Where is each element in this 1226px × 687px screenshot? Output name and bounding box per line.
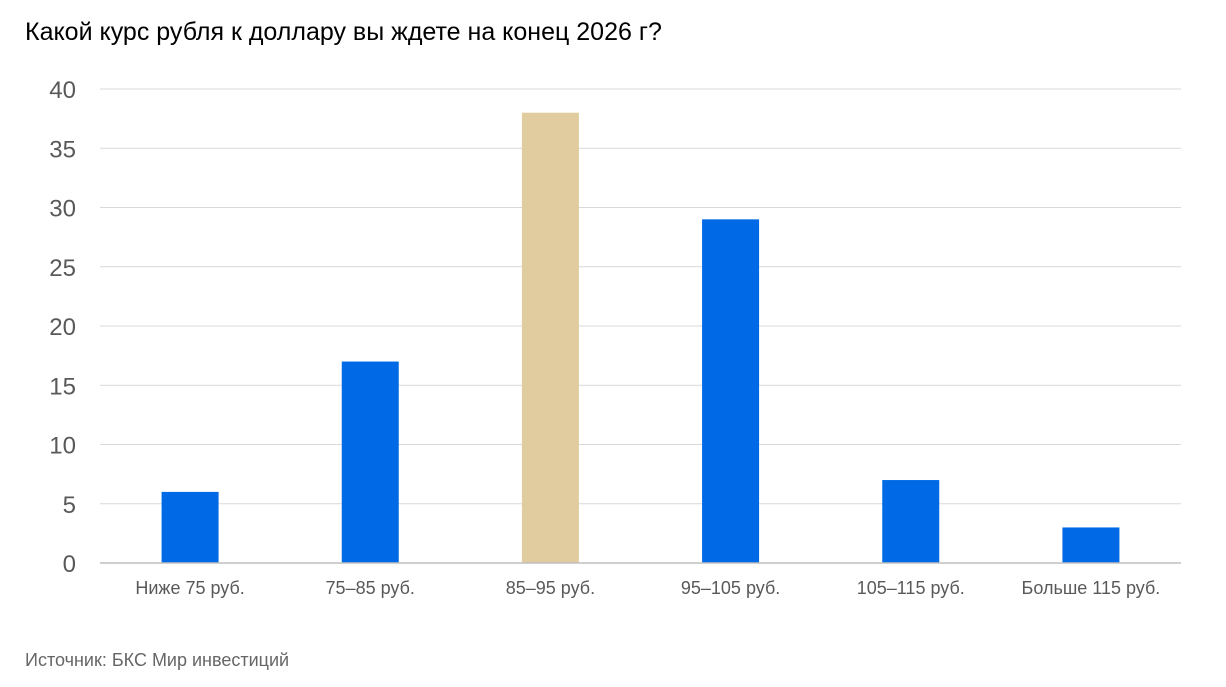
x-category-label: 105–115 руб. bbox=[857, 578, 965, 598]
chart-title: Какой курс рубля к доллару вы ждете на к… bbox=[25, 18, 662, 46]
y-tick-label: 10 bbox=[49, 433, 76, 460]
x-category-label: Ниже 75 руб. bbox=[135, 578, 244, 598]
bar-chart: 0 5 10 15 20 25 30 35 40 Ниже 75 руб. 75–85 руб. 8… bbox=[49, 77, 1181, 598]
bar bbox=[1062, 527, 1120, 563]
y-axis-ticks: 0 5 10 15 20 25 30 35 40 bbox=[49, 77, 76, 578]
source-note: Источник: БКС Мир инвестиций bbox=[25, 650, 290, 670]
bar bbox=[882, 480, 940, 563]
x-category-label: 95–105 руб. bbox=[681, 578, 780, 598]
bar bbox=[161, 491, 219, 563]
bar bbox=[702, 219, 760, 563]
y-tick-label: 5 bbox=[63, 492, 76, 519]
y-tick-label: 20 bbox=[49, 314, 76, 341]
x-category-label: 85–95 руб. bbox=[506, 578, 595, 598]
y-tick-label: 35 bbox=[49, 136, 76, 163]
bars bbox=[161, 112, 1120, 563]
x-category-label: 75–85 руб. bbox=[326, 578, 415, 598]
bar bbox=[521, 112, 579, 563]
bar bbox=[341, 361, 399, 563]
y-tick-label: 40 bbox=[49, 77, 76, 104]
x-axis-categories: Ниже 75 руб. 75–85 руб. 85–95 руб. 95–105 р… bbox=[135, 578, 1160, 598]
y-tick-label: 30 bbox=[49, 196, 76, 223]
y-tick-label: 25 bbox=[49, 255, 76, 282]
y-tick-label: 0 bbox=[63, 551, 76, 578]
y-tick-label: 15 bbox=[49, 373, 76, 400]
x-category-label: Больше 115 руб. bbox=[1022, 578, 1161, 598]
gridlines bbox=[100, 88, 1181, 505]
